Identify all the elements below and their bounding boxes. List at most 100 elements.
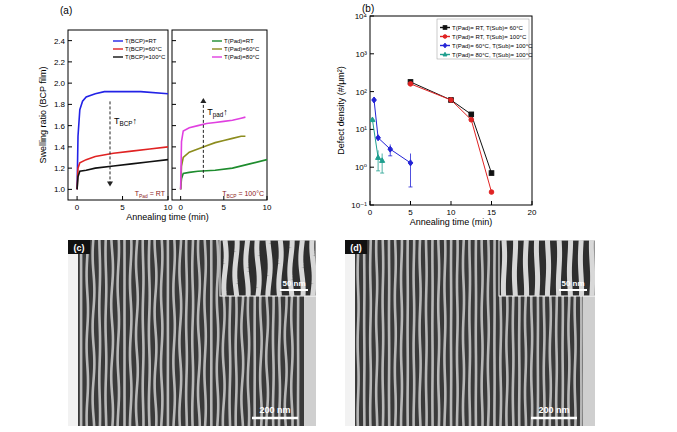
point: [449, 98, 454, 103]
x-tick: [267, 196, 268, 200]
point: [380, 158, 385, 163]
series-line: [77, 147, 168, 190]
x-tick-label: 5: [120, 203, 125, 212]
image-edge: [345, 240, 355, 426]
x-tick-label: 0: [75, 203, 80, 212]
point: [372, 97, 377, 103]
lamella: [412, 240, 415, 426]
lamella: [80, 240, 83, 426]
inset-lamella: [235, 240, 237, 296]
lamella: [406, 240, 409, 426]
arrow-head: [107, 181, 113, 186]
point: [370, 117, 375, 122]
point: [388, 146, 393, 152]
legend-label: T(Pad)= 60°C, T(Sub)= 100°C: [452, 43, 533, 49]
lamella: [217, 240, 218, 426]
y-tick: [172, 40, 176, 41]
trend-arrow: [110, 101, 111, 186]
annotation: Tpad↑: [207, 107, 228, 119]
lamella: [148, 240, 151, 426]
lamella: [198, 240, 200, 426]
x-tick-label: 15: [487, 208, 496, 217]
annotation-after: = RT: [148, 190, 166, 197]
point: [469, 117, 474, 122]
y-tick-label: 2.2: [54, 58, 66, 67]
point: [449, 98, 454, 103]
lamella: [179, 240, 181, 426]
x-tick: [77, 196, 78, 200]
y-tick: [172, 168, 176, 169]
legend-swatch: [113, 56, 123, 57]
inset-lamella: [558, 240, 559, 296]
inset-lamella: [224, 240, 226, 296]
y-tick-label: 10⁰: [355, 163, 367, 172]
lamella: [381, 240, 384, 426]
annotation-after: ↑: [223, 107, 228, 117]
lamella: [118, 240, 119, 426]
lamella: [204, 240, 205, 426]
lamella: [431, 240, 434, 426]
lamella: [93, 240, 95, 426]
legend-label: T(Pad)=80°C: [224, 54, 260, 60]
x-axis-label: Annealing time (min): [126, 212, 209, 222]
lamella: [463, 240, 464, 426]
y-tick: [172, 189, 176, 190]
error-cap: [380, 173, 384, 174]
point: [408, 160, 413, 166]
legend-label: T(Pad)= RT, T(Sub)= 60°C: [452, 25, 524, 31]
annotation: TBCP↑: [114, 116, 137, 127]
panel-label: (c): [74, 243, 85, 253]
y-tick-label: 10³: [355, 50, 367, 59]
y-tick-label: 1.0: [54, 185, 66, 194]
error-bar: [378, 150, 379, 171]
legend-label: T(BCP)=60°C: [125, 46, 163, 52]
lamella: [161, 240, 162, 426]
error-cap: [388, 155, 392, 156]
trend-arrow: [203, 98, 204, 178]
lamella: [468, 240, 471, 426]
y-tick: [172, 146, 176, 147]
legend: T(Pad)=RTT(Pad)=60°CT(Pad)=80°C: [212, 38, 260, 60]
lamella: [487, 240, 490, 426]
legend-label: T(Pad)= RT, T(Sub)= 100°C: [452, 34, 527, 40]
legend-label: T(BCP)=100°C: [125, 54, 166, 60]
lamella: [493, 240, 496, 426]
lamella: [369, 240, 372, 426]
lamella: [388, 240, 391, 426]
panel-label-box: [345, 240, 367, 254]
x-tick: [451, 201, 452, 205]
lamella: [185, 240, 188, 426]
legend-label: T(Pad)= 80°C, T(Sub)= 100°C: [452, 52, 533, 58]
y-tick: [68, 83, 72, 84]
y-tick-label: 10⁻¹: [351, 201, 367, 210]
series-line: [411, 82, 492, 173]
series-line: [372, 120, 382, 161]
y-tick: [370, 167, 374, 168]
x-tick: [180, 196, 181, 200]
x-axis-label: Annealing time (min): [410, 217, 493, 227]
panel-chart: 0510152010⁻¹10⁰10¹10²10³10⁴(b)Defect den…: [336, 3, 537, 227]
panel-title: (b): [362, 3, 374, 14]
x-tick: [410, 201, 411, 205]
inset-lamella: [503, 240, 504, 296]
y-tick: [68, 104, 72, 105]
image-edge: [68, 240, 78, 426]
lamella: [524, 240, 528, 426]
lamella: [567, 240, 571, 426]
legend-marker: [443, 26, 447, 30]
lamella: [394, 240, 397, 426]
legend-label: T(BCP)=RT: [125, 38, 157, 44]
lamella: [363, 240, 366, 426]
y-tick: [68, 146, 72, 147]
legend: T(Pad)= RT, T(Sub)= 60°C T(Pad)= RT, T(Su…: [437, 19, 533, 59]
inset-lamella: [312, 240, 314, 296]
lamella: [437, 240, 440, 426]
annotation: TPad = RT: [135, 190, 166, 199]
x-tick-label: 10: [164, 203, 173, 212]
y-axis-label: Swelling ratio (BCP film): [38, 67, 48, 164]
inset-scale-label: 50 nm: [282, 279, 305, 288]
lamella: [234, 240, 237, 426]
legend-label: T(Pad)=RT: [224, 38, 254, 44]
plot-frame: [68, 30, 168, 200]
data-group: [77, 92, 168, 190]
